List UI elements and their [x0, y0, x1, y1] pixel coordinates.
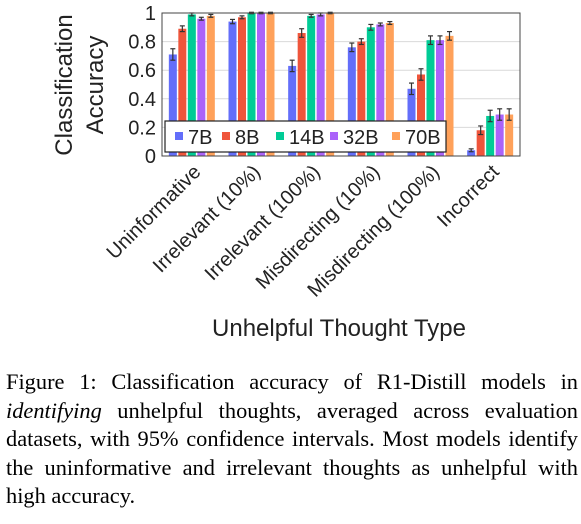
legend: 7B 8B 14B 32B 70B — [164, 120, 447, 153]
bar-14B-0 — [187, 14, 196, 157]
bar-32B-1 — [257, 13, 265, 156]
bar-32B-4 — [436, 40, 444, 156]
bar-7B-5 — [467, 150, 476, 156]
caption-label: Figure 1: — [6, 369, 97, 394]
y-tick-label: 0.4 — [128, 89, 156, 111]
bar-7B-1 — [228, 21, 237, 156]
y-tick-label: 0.6 — [128, 60, 156, 82]
bar-70B-5 — [505, 114, 514, 156]
bar-70B-3 — [385, 23, 394, 157]
error-bars — [170, 11, 512, 153]
bar-70B-1 — [266, 13, 275, 156]
bar-8B-4 — [417, 74, 425, 156]
bar-32B-3 — [376, 24, 385, 156]
x-axis-label: Unhelpful Thought Type — [212, 315, 466, 342]
caption-emphasis: identifying — [6, 397, 102, 423]
y-axis-label-line-1: Classification — [51, 14, 78, 155]
legend-swatch-7B — [175, 132, 183, 140]
plot-frame — [161, 12, 521, 157]
legend-swatch-70B — [392, 132, 400, 140]
legend-swatch-14B — [276, 132, 284, 140]
bar-8B-1 — [238, 17, 246, 157]
y-axis-label-line-2: Accuracy — [82, 36, 109, 135]
bar-8B-5 — [476, 130, 485, 156]
legend-label-8B: 8B — [235, 127, 259, 149]
y-tick-labels: 0 0.2 0.4 0.6 0.8 1 — [128, 3, 156, 168]
bar-32B-0 — [197, 18, 206, 156]
bar-32B-2 — [316, 14, 325, 157]
bar-8B-2 — [297, 33, 306, 156]
bar-7B-3 — [347, 47, 356, 156]
bar-7B-0 — [168, 54, 177, 156]
caption-text-after: unhelpful thoughts, averaged across eval… — [6, 397, 578, 509]
legend-label-70B: 70B — [405, 127, 441, 149]
y-tick-label: 1 — [145, 3, 156, 25]
bar-14B-4 — [426, 40, 435, 156]
bar-14B-1 — [247, 13, 256, 156]
legend-swatch-8B — [222, 132, 230, 140]
bar-8B-0 — [178, 28, 187, 157]
bar-8B-3 — [357, 41, 366, 156]
bar-7B-2 — [288, 65, 297, 156]
legend-label-14B: 14B — [289, 127, 325, 149]
figure-caption: Figure 1: Classification accuracy of R1-… — [6, 368, 578, 511]
y-tick-label: 0 — [145, 146, 156, 168]
legend-label-32B: 32B — [343, 127, 379, 149]
y-tick-label: 0.8 — [128, 32, 156, 54]
bar-14B-3 — [366, 27, 375, 156]
bar-14B-5 — [486, 115, 495, 156]
bar-14B-2 — [307, 15, 316, 156]
x-tick-label: Irrelevant (10%) — [149, 161, 265, 277]
bar-70B-2 — [326, 13, 335, 156]
bar-70B-0 — [206, 15, 215, 156]
bar-32B-5 — [495, 114, 504, 156]
caption-text-before: Classification accuracy of R1-Distill mo… — [96, 369, 578, 394]
legend-swatch-32B — [330, 132, 338, 140]
legend-label-7B: 7B — [188, 127, 212, 149]
x-tick-label: Incorrect — [433, 161, 504, 232]
y-tick-label: 0.2 — [128, 117, 156, 139]
bar-70B-4 — [445, 35, 454, 156]
